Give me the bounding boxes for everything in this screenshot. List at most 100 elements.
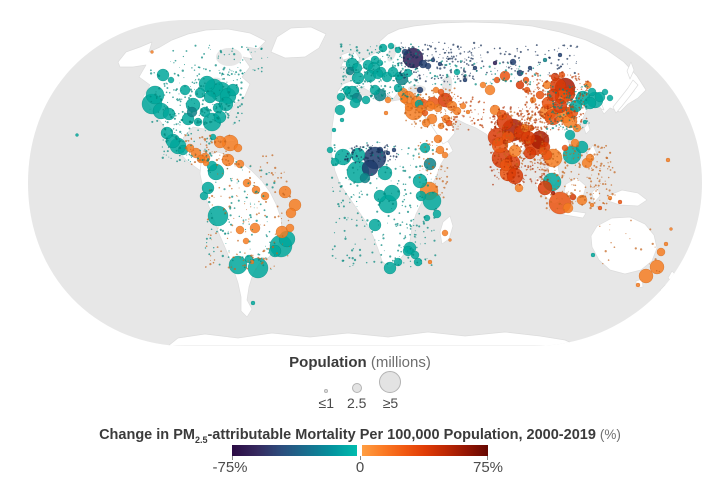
texture-dot	[546, 98, 549, 101]
texture-dot	[571, 192, 574, 195]
colorbar-positive-gradient	[362, 445, 488, 456]
texture-dot	[343, 158, 347, 161]
texture-dot	[544, 106, 546, 108]
texture-dot	[540, 79, 542, 81]
texture-dot	[498, 114, 501, 117]
texture-dot	[543, 116, 546, 119]
texture-dot	[395, 225, 398, 228]
texture-dot	[163, 150, 166, 153]
texture-dot	[216, 110, 219, 113]
texture-dot	[404, 46, 406, 48]
texture-dot	[228, 134, 231, 136]
texture-dot	[414, 87, 416, 89]
texture-dot	[410, 43, 412, 46]
texture-dot	[513, 111, 516, 114]
texture-dot	[527, 124, 530, 127]
texture-dot	[443, 87, 445, 89]
texture-dot	[351, 151, 354, 154]
texture-dot	[235, 71, 238, 74]
texture-dot	[358, 76, 360, 78]
texture-dot	[407, 81, 409, 83]
city-bubble	[150, 50, 154, 54]
texture-dot	[526, 136, 529, 139]
texture-dot	[194, 44, 197, 47]
texture-dot	[203, 89, 205, 91]
texture-dot	[561, 204, 563, 206]
texture-dot	[224, 108, 227, 111]
texture-dot	[503, 173, 505, 176]
city-bubble	[383, 261, 397, 275]
texture-dot	[330, 176, 334, 179]
texture-dot	[467, 128, 470, 131]
texture-dot	[383, 90, 387, 93]
texture-dot	[385, 163, 388, 166]
texture-dot	[402, 169, 405, 172]
texture-dot	[478, 100, 481, 102]
texture-dot	[360, 96, 362, 98]
texture-dot	[375, 187, 378, 189]
texture-dot	[571, 120, 573, 122]
texture-dot	[422, 168, 424, 170]
texture-dot	[363, 225, 366, 227]
texture-dot	[351, 257, 354, 260]
texture-dot	[375, 150, 378, 153]
texture-dot	[539, 147, 542, 150]
texture-dot	[368, 146, 370, 148]
texture-dot	[349, 147, 351, 149]
texture-dot	[586, 88, 588, 90]
texture-dot	[576, 88, 578, 90]
texture-dot	[494, 73, 497, 75]
texture-dot	[451, 57, 454, 60]
texture-dot	[546, 185, 548, 187]
texture-dot	[410, 81, 412, 83]
texture-dot	[529, 128, 532, 131]
texture-dot	[516, 164, 518, 167]
texture-dot	[198, 66, 201, 69]
texture-dot	[339, 45, 343, 48]
texture-dot	[205, 155, 208, 158]
texture-dot	[274, 191, 277, 194]
texture-dot	[201, 110, 204, 113]
texture-dot	[456, 45, 460, 48]
texture-dot	[187, 96, 191, 100]
texture-dot	[220, 51, 223, 54]
texture-dot	[210, 121, 213, 123]
texture-dot	[536, 107, 539, 110]
texture-dot	[335, 257, 337, 259]
texture-dot	[399, 55, 401, 58]
texture-dot	[277, 177, 279, 179]
texture-dot	[253, 184, 256, 187]
texture-dot	[573, 125, 576, 128]
texture-dot	[517, 165, 519, 168]
texture-dot	[563, 44, 566, 47]
texture-dot	[535, 121, 537, 124]
texture-dot	[538, 87, 541, 90]
texture-dot	[451, 111, 453, 113]
texture-dot	[438, 57, 440, 59]
texture-dot	[565, 151, 568, 154]
texture-dot	[431, 148, 434, 152]
texture-dot	[188, 120, 192, 123]
texture-dot	[253, 182, 256, 184]
texture-dot	[394, 64, 397, 67]
texture-dot	[558, 72, 561, 74]
texture-dot	[534, 146, 536, 149]
texture-dot	[217, 117, 220, 120]
texture-dot	[214, 142, 216, 144]
texture-dot	[434, 115, 437, 117]
texture-dot	[213, 250, 215, 253]
texture-dot	[369, 95, 373, 98]
texture-dot	[572, 100, 575, 102]
texture-dot	[398, 62, 400, 64]
texture-dot	[580, 88, 583, 90]
texture-dot	[350, 48, 352, 51]
texture-dot	[174, 132, 176, 133]
texture-dot	[443, 186, 446, 189]
texture-dot	[405, 92, 407, 94]
texture-dot	[404, 111, 407, 114]
texture-dot	[377, 169, 379, 171]
texture-dot	[338, 205, 341, 208]
texture-dot	[363, 86, 365, 88]
city-bubble	[694, 110, 700, 116]
texture-dot	[421, 49, 424, 51]
